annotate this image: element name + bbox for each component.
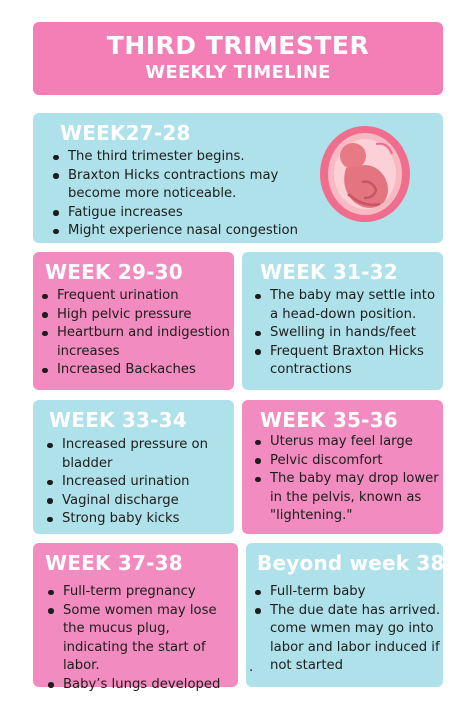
symptom-list: Full-term baby The due date has arrived.… bbox=[249, 583, 442, 676]
card-week-33-34: WEEK 33-34 Increased pressure on bladder… bbox=[33, 400, 234, 534]
card-title: WEEK 33-34 bbox=[49, 408, 187, 432]
title-banner: THIRD TRIMESTER WEEKLY TIMELINE bbox=[33, 22, 443, 95]
card-title: WEEK 31-32 bbox=[260, 260, 398, 284]
list-item: Fatigue increases bbox=[50, 204, 320, 223]
list-item: Some women may lose the mucus plug, indi… bbox=[45, 602, 236, 676]
card-title: Beyond week 38 bbox=[257, 551, 445, 575]
page-title: THIRD TRIMESTER bbox=[106, 31, 370, 60]
list-item: Uterus may feel large bbox=[252, 433, 442, 452]
card-title: WEEK 35-36 bbox=[260, 408, 398, 432]
list-item: Full-term pregnancy bbox=[45, 583, 236, 602]
list-item: Heartburn and indigestion increases bbox=[39, 324, 232, 361]
list-item: Pelvic discomfort bbox=[252, 452, 442, 471]
list-item: Increased Backaches bbox=[39, 361, 232, 380]
card-week-37-38: WEEK 37-38 Full-term pregnancy Some wome… bbox=[33, 543, 238, 692]
card-week-35-36: WEEK 35-36 Uterus may feel large Pelvic … bbox=[242, 400, 443, 534]
list-item: The due date has arrived. bbox=[252, 602, 442, 621]
symptom-list: Increased pressure on bladder Increased … bbox=[44, 436, 232, 529]
symptom-list: Frequent urination High pelvic pressure … bbox=[39, 287, 232, 380]
list-item: High pelvic pressure bbox=[39, 306, 232, 325]
symptom-list: The third trimester begins. Braxton Hick… bbox=[50, 148, 320, 241]
symptom-list: Full-term pregnancy Some women may lose … bbox=[45, 583, 236, 694]
fetus-illustration bbox=[318, 124, 412, 224]
symptom-list: The baby may settle into a head-down pos… bbox=[252, 287, 441, 380]
card-title: WEEK27-28 bbox=[60, 121, 191, 145]
list-item: Swelling in hands/feet bbox=[252, 324, 441, 343]
list-item: Might experience nasal congestion bbox=[50, 222, 320, 241]
list-item: come wmen may go into bbox=[270, 621, 434, 636]
list-item: . not started bbox=[249, 657, 442, 676]
list-item: Increased urination bbox=[44, 473, 232, 492]
card-beyond-week-38: Beyond week 38 Full-term baby The due da… bbox=[246, 543, 445, 687]
list-item: Frequent urination bbox=[39, 287, 232, 306]
card-title: WEEK 29-30 bbox=[45, 260, 183, 284]
list-item: Baby’s lungs developed bbox=[45, 676, 236, 695]
list-item: Full-term baby bbox=[252, 583, 442, 602]
card-week-29-30: WEEK 29-30 Frequent urination High pelvi… bbox=[33, 252, 234, 390]
symptom-list: Uterus may feel large Pelvic discomfort … bbox=[252, 433, 442, 526]
list-item: Braxton Hicks contractions may become mo… bbox=[50, 167, 320, 204]
list-item: labor and labor induced if bbox=[270, 639, 440, 655]
list-item: Frequent Braxton Hicks contractions bbox=[252, 343, 441, 380]
list-item: The third trimester begins. bbox=[50, 148, 320, 167]
page-subtitle: WEEKLY TIMELINE bbox=[145, 62, 331, 83]
list-item: Increased pressure on bladder bbox=[44, 436, 232, 473]
card-week-31-32: WEEK 31-32 The baby may settle into a he… bbox=[242, 252, 443, 390]
list-item: The baby may settle into a head-down pos… bbox=[252, 287, 441, 324]
list-item: Vaginal discharge bbox=[44, 492, 232, 511]
stray-mark: . bbox=[249, 660, 254, 675]
list-item: The baby may drop lower in the pelvis, k… bbox=[252, 470, 442, 526]
list-item: Strong baby kicks bbox=[44, 510, 232, 529]
card-title: WEEK 37-38 bbox=[45, 551, 183, 575]
